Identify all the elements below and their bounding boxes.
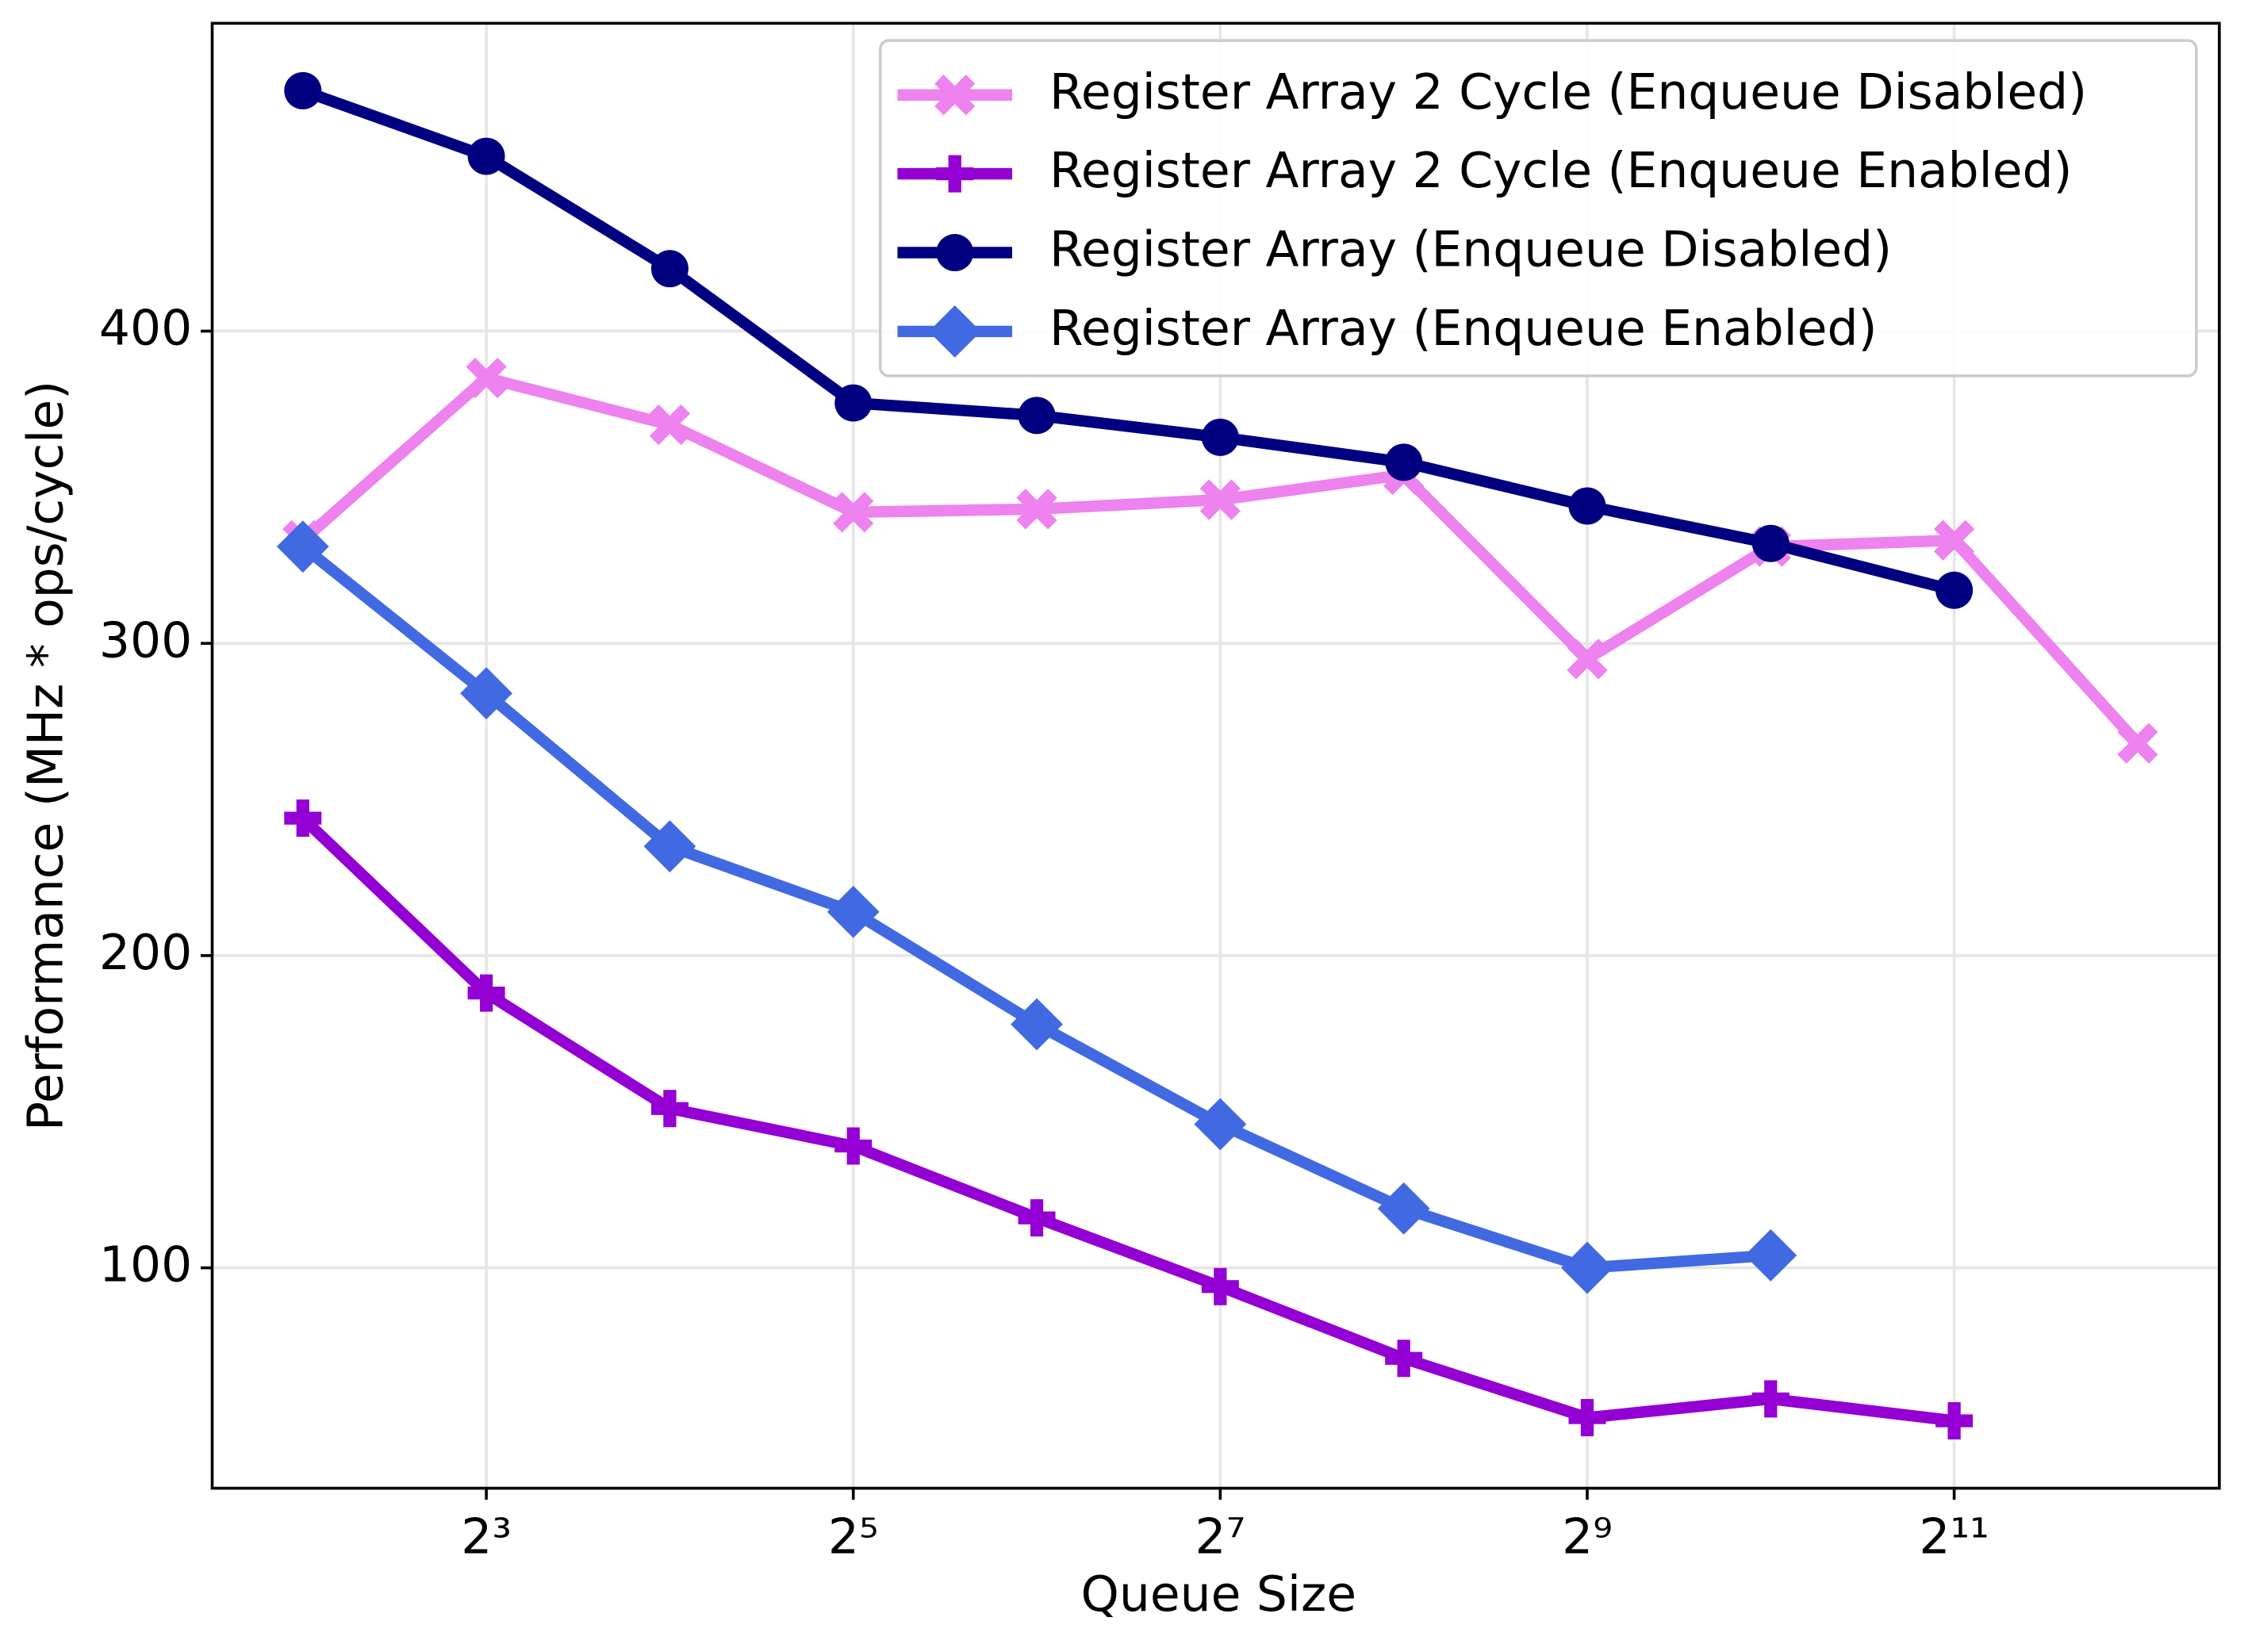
data-point [276,520,329,573]
data-point [834,384,873,422]
data-point [284,71,322,109]
legend-label: Register Array 2 Cycle (Enqueue Enabled) [1049,143,2072,199]
data-point [1199,479,1241,520]
series-line [301,85,1956,596]
legend-marker [936,155,974,193]
data-point [1201,1267,1239,1305]
data-point [1568,1399,1606,1437]
x-axis-label: Queue Size [1081,1566,1356,1623]
data-point [650,1090,689,1128]
legend-label: Register Array 2 Cycle (Enqueue Disabled… [1049,64,2087,121]
data-point [1377,1182,1430,1235]
data-point [1933,519,1975,561]
data-point [1016,489,1057,530]
legend-box [878,39,2198,378]
data-point [1385,1340,1423,1378]
data-point [2117,723,2158,764]
x-tick-label: 2⁵ [828,1509,879,1566]
data-point [833,492,874,533]
data-point [649,404,691,446]
y-tick-label: 300 [99,612,192,669]
data-point [460,667,512,720]
data-point [1567,638,1608,680]
legend-marker [934,75,976,116]
data-point [827,885,880,938]
x-tick-label: 2¹¹ [1919,1509,1989,1566]
data-point [1018,397,1056,435]
y-tick-label: 400 [99,301,192,357]
data-point [1751,524,1790,562]
data-point [1568,487,1606,525]
data-point [467,974,505,1012]
data-point [284,799,322,837]
data-point [467,137,505,175]
series-line [298,814,1955,1427]
data-point [1011,998,1063,1051]
legend-marker [928,305,981,358]
x-tick-label: 2⁷ [1195,1509,1245,1566]
x-tick-label: 2⁹ [1562,1509,1613,1566]
data-point [1385,443,1423,481]
legend-label: Register Array (Enqueue Disabled) [1049,222,1892,278]
legend-label: Register Array (Enqueue Enabled) [1049,301,1877,357]
data-point [1935,571,1974,609]
data-point [1744,1228,1797,1282]
y-axis-label: Performance (MHz * ops/cycle) [18,381,75,1131]
data-point [650,250,689,288]
data-point [1935,1401,1974,1439]
data-point [1751,1380,1790,1418]
plot-frame [210,21,2221,1490]
data-point [1018,1199,1056,1237]
data-point [1194,1098,1247,1151]
series-line [299,542,1771,1274]
x-tick-label: 2³ [461,1509,512,1566]
data-point [834,1127,873,1165]
data-point [1201,418,1239,456]
data-point [466,357,507,399]
y-tick-label: 100 [99,1237,192,1294]
data-point [643,820,696,873]
data-point [1561,1241,1613,1294]
legend-marker [936,234,974,272]
y-tick-label: 200 [99,925,192,981]
